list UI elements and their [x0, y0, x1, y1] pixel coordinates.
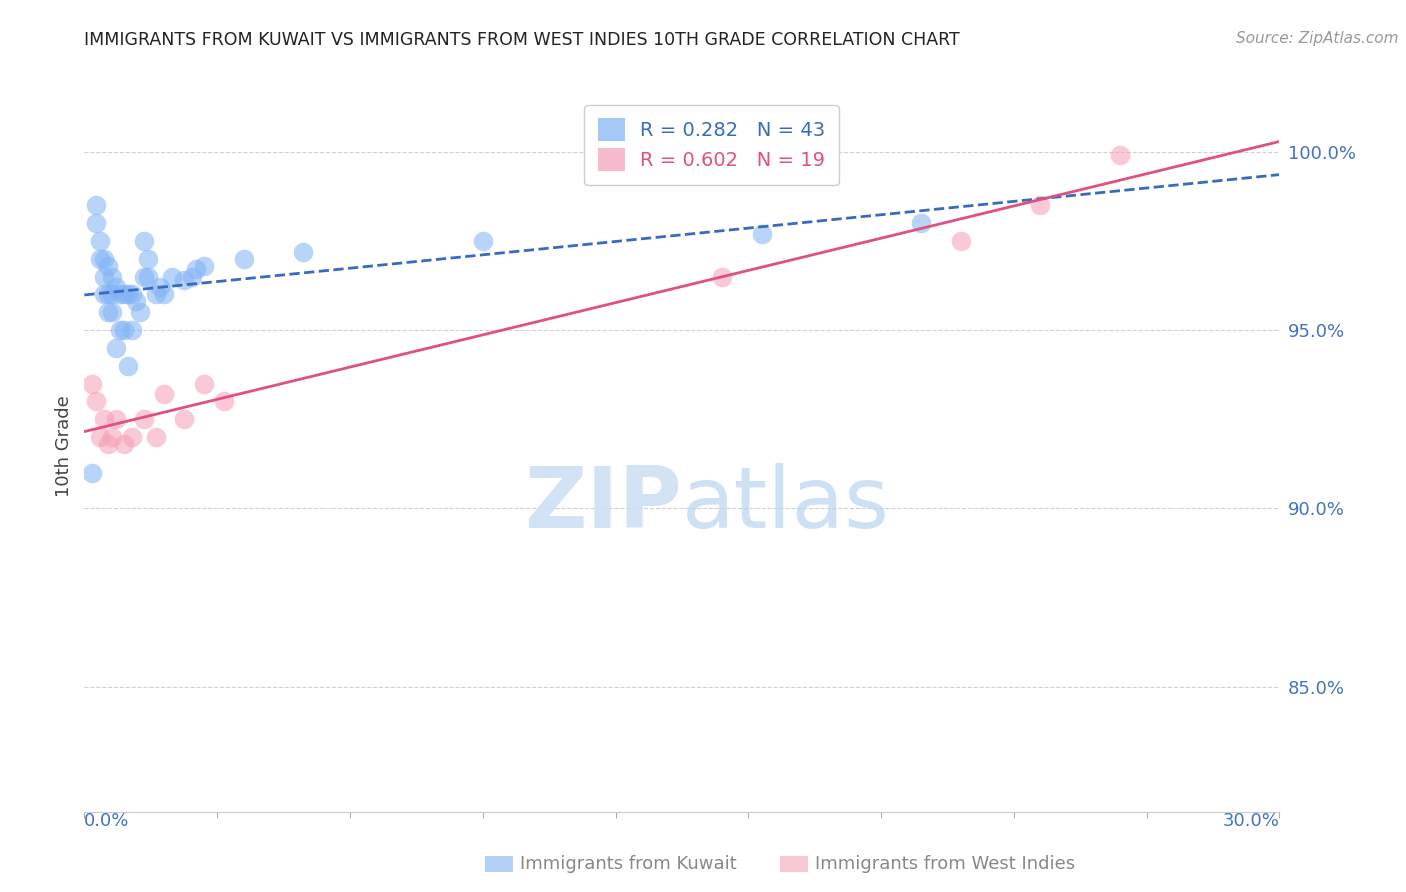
Point [112, 287, 135, 301]
Point [145, 287, 167, 301]
Text: atlas: atlas [682, 463, 890, 546]
Legend: R = 0.282   N = 43, R = 0.602   N = 19: R = 0.282 N = 43, R = 0.602 N = 19 [583, 104, 839, 185]
Point [193, 259, 215, 273]
Point [121, 287, 143, 301]
Point [132, 412, 156, 426]
Point [101, 287, 124, 301]
Point [117, 359, 139, 373]
Point [129, 305, 152, 319]
Point [181, 269, 204, 284]
Point [136, 269, 159, 284]
Point [105, 341, 128, 355]
Point [173, 412, 195, 426]
Point [93, 269, 115, 284]
Point [89, 234, 111, 248]
Point [117, 287, 139, 301]
Point [471, 234, 494, 248]
Point [101, 269, 124, 284]
Text: 0.0%: 0.0% [84, 812, 129, 830]
Point [89, 430, 111, 444]
Point [751, 227, 773, 241]
Point [97, 287, 120, 301]
Y-axis label: 10th Grade: 10th Grade [55, 395, 73, 497]
Point [82, 466, 104, 480]
Point [93, 412, 115, 426]
Point [153, 287, 176, 301]
Point [93, 252, 115, 266]
Point [105, 412, 128, 426]
Text: IMMIGRANTS FROM KUWAIT VS IMMIGRANTS FROM WEST INDIES 10TH GRADE CORRELATION CHA: IMMIGRANTS FROM KUWAIT VS IMMIGRANTS FRO… [84, 31, 960, 49]
Point [145, 430, 167, 444]
Point [93, 287, 115, 301]
Text: ZIP: ZIP [524, 463, 682, 546]
Text: Immigrants from West Indies: Immigrants from West Indies [815, 855, 1076, 873]
Point [125, 294, 148, 309]
Point [1029, 198, 1052, 212]
Point [82, 376, 104, 391]
Point [910, 216, 932, 230]
Point [101, 430, 124, 444]
Point [949, 234, 972, 248]
Point [86, 216, 108, 230]
Point [86, 198, 108, 212]
Point [86, 394, 108, 409]
Point [184, 262, 207, 277]
Point [97, 437, 120, 451]
Point [212, 394, 235, 409]
Point [105, 280, 128, 294]
Point [110, 287, 132, 301]
Point [112, 437, 135, 451]
Point [173, 273, 195, 287]
Point [160, 269, 183, 284]
Text: Immigrants from Kuwait: Immigrants from Kuwait [520, 855, 737, 873]
Point [101, 305, 124, 319]
Point [121, 430, 143, 444]
Point [232, 252, 254, 266]
Point [121, 323, 143, 337]
Point [112, 323, 135, 337]
Point [1109, 148, 1132, 162]
Point [97, 259, 120, 273]
Point [292, 244, 315, 259]
Point [132, 234, 156, 248]
Text: 30.0%: 30.0% [1223, 812, 1279, 830]
Point [193, 376, 215, 391]
Point [136, 252, 159, 266]
Point [110, 323, 132, 337]
Point [149, 280, 172, 294]
Point [97, 305, 120, 319]
Point [153, 387, 176, 401]
Point [89, 252, 111, 266]
Point [710, 269, 733, 284]
Point [132, 269, 156, 284]
Text: Source: ZipAtlas.com: Source: ZipAtlas.com [1236, 31, 1399, 46]
